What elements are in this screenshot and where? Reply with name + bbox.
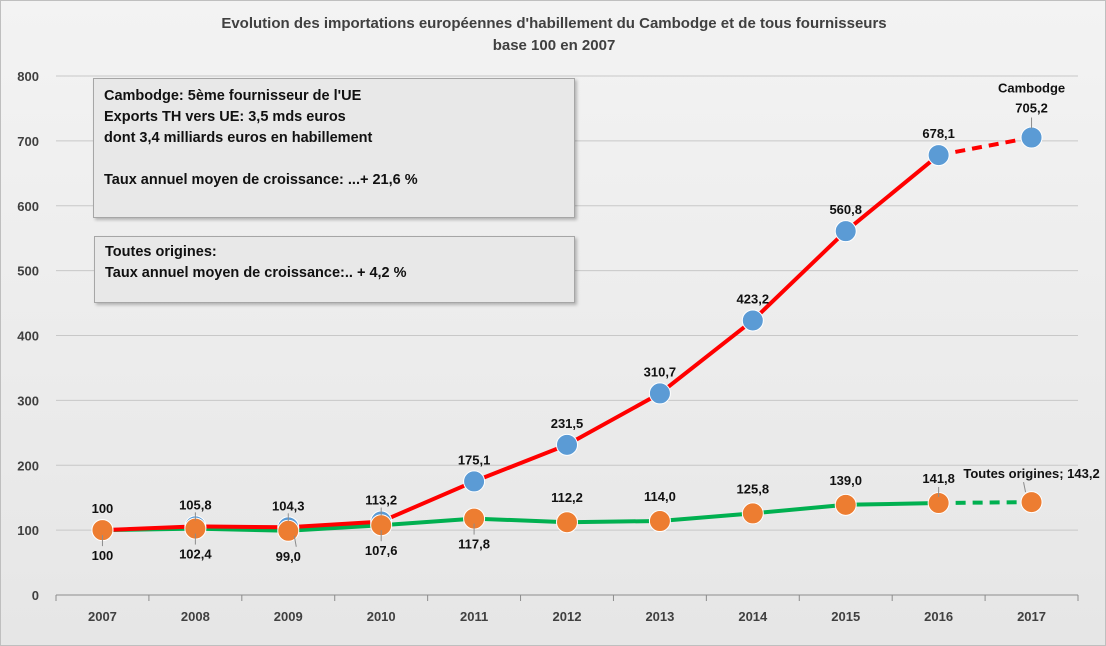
annotation-box-cambodge: Cambodge: 5ème fournisseur de l'UE Expor…	[93, 78, 575, 218]
annotation-spacer	[104, 149, 564, 170]
x-tick-label: 2017	[1017, 609, 1046, 624]
series-line	[102, 153, 940, 533]
data-label: 117,8	[458, 537, 490, 552]
annotation-line: dont 3,4 milliards euros en habillement	[104, 130, 373, 146]
data-label: 139,0	[829, 473, 862, 488]
data-point	[741, 309, 764, 332]
data-point	[556, 511, 578, 534]
data-label: 112,2	[551, 490, 583, 505]
data-label: 705,2	[1015, 101, 1048, 116]
annotation-line: Exports TH vers UE: 3,5 mds euros	[104, 109, 346, 125]
data-label: 102,4	[179, 547, 212, 562]
data-point	[648, 510, 671, 533]
data-labels: 100 105,8 104,3 113,2 175,1 231,5 310,7 423,2 56…	[92, 81, 1100, 564]
x-tick-label: 2008	[181, 609, 210, 624]
data-label: 678,1	[922, 126, 955, 141]
data-label: 423,2	[737, 291, 770, 306]
data-point	[1020, 126, 1043, 149]
data-point	[463, 470, 486, 493]
data-point	[556, 433, 578, 456]
annotation-line: Toutes origines:	[105, 244, 217, 260]
x-tick-label: 2010	[367, 609, 396, 624]
data-label: 310,7	[644, 364, 677, 379]
data-label: 560,8	[829, 202, 862, 217]
series-line-dashed	[938, 500, 1032, 506]
y-tick-label: 0	[32, 588, 39, 603]
data-label: 125,8	[737, 481, 770, 496]
axes: 0 100 200 300 400 500 600 700 800 2007 2008 2009 201…	[17, 69, 1079, 624]
data-label: Cambodge	[998, 81, 1065, 96]
data-point	[277, 519, 300, 542]
data-point	[1020, 491, 1043, 514]
y-tick-label: 700	[17, 134, 39, 149]
chart-title: Evolution des importations européennes d…	[221, 15, 886, 32]
label-leader-line	[1023, 482, 1027, 493]
x-tick-label: 2011	[460, 609, 488, 624]
y-tick-label: 500	[17, 264, 39, 279]
data-label: 104,3	[272, 498, 305, 513]
data-label: 113,2	[365, 493, 397, 508]
y-tick-label: 600	[17, 199, 39, 214]
chart-subtitle: base 100 en 2007	[493, 37, 616, 54]
y-tick-label: 400	[17, 329, 39, 344]
series-markers	[91, 126, 1043, 542]
y-tick-label: 200	[17, 458, 39, 473]
x-tick-label: 2012	[553, 609, 582, 624]
data-point	[834, 493, 857, 516]
data-label: 114,0	[644, 489, 676, 504]
y-tick-label: 800	[17, 69, 39, 84]
x-tick-label: 2007	[88, 609, 117, 624]
data-label: 100	[92, 501, 114, 516]
annotation-line: Cambodge: 5ème fournisseur de l'UE	[104, 88, 362, 104]
data-label: 105,8	[179, 497, 212, 512]
data-label: 99,0	[276, 549, 301, 564]
data-point	[648, 382, 671, 405]
series-line	[102, 501, 939, 533]
data-label: 231,5	[551, 416, 584, 431]
y-tick-label: 300	[17, 393, 39, 408]
data-label: Toutes origines; 143,2	[963, 466, 1099, 481]
x-tick-label: 2015	[831, 609, 860, 624]
annotation-line: Taux annuel moyen de croissance: ...+ 21…	[104, 172, 418, 188]
data-point	[834, 220, 857, 243]
data-point	[927, 144, 950, 167]
data-label: 175,1	[458, 452, 491, 467]
data-point	[741, 502, 764, 525]
data-label: 141,8	[922, 471, 955, 486]
label-leader-line	[293, 535, 297, 547]
x-tick-label: 2009	[274, 609, 303, 624]
annotation-line: Taux annuel moyen de croissance:.. + 4,2…	[105, 265, 407, 281]
y-tick-label: 100	[17, 523, 39, 538]
annotation-box-toutes-origines: Toutes origines: Taux annuel moyen de cr…	[94, 236, 575, 303]
series-lines	[102, 135, 1032, 533]
x-tick-label: 2013	[645, 609, 674, 624]
x-tick-label: 2016	[924, 609, 953, 624]
data-label: 107,6	[365, 543, 398, 558]
data-label: 100	[92, 548, 114, 563]
x-tick-label: 2014	[738, 609, 768, 624]
